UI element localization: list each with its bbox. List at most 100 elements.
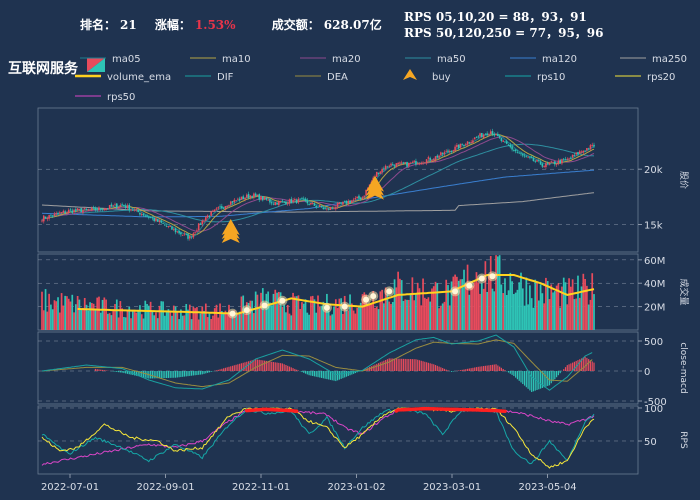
candle-body	[188, 236, 191, 239]
volume-bar	[219, 303, 221, 330]
volume-bar	[573, 299, 576, 330]
volume-bar	[513, 294, 515, 330]
volume-bar	[162, 301, 164, 330]
legend-label: rps10	[537, 72, 565, 83]
macd-bar	[208, 371, 210, 373]
macd-bar	[550, 371, 552, 384]
volume-bar	[62, 305, 65, 330]
macd-bar	[265, 360, 267, 371]
candle-body	[245, 194, 248, 198]
macd-bar	[285, 365, 287, 371]
volume-bar	[74, 304, 77, 330]
volume-bar	[245, 302, 248, 330]
macd-bar	[301, 371, 303, 373]
y-tick-label: 20k	[644, 165, 663, 176]
macd-bar	[94, 368, 97, 371]
candle-body	[436, 155, 439, 158]
macd-bar	[215, 370, 218, 371]
candle-body	[543, 166, 545, 167]
candle-body	[267, 199, 269, 201]
macd-bar	[98, 369, 100, 371]
candle-body	[313, 203, 316, 206]
candle-body	[532, 158, 535, 162]
legend-label: ma05	[112, 54, 141, 65]
volume-bar	[60, 293, 63, 330]
candle-body	[570, 157, 572, 159]
candle-body	[53, 213, 56, 216]
candle-body	[347, 200, 350, 204]
candle-body	[343, 200, 346, 202]
macd-bar	[326, 371, 328, 380]
macd-bar	[310, 371, 312, 376]
macd-bar	[280, 363, 282, 371]
rps-strong-marker	[503, 409, 507, 414]
macd-bar	[539, 371, 542, 389]
candle-body	[148, 216, 150, 218]
volume-bar	[407, 299, 410, 330]
candle-body	[149, 217, 152, 219]
volume-bar	[496, 256, 499, 330]
candle-body	[42, 215, 45, 222]
y-tick-label: -500	[644, 397, 667, 408]
candle-body	[265, 198, 268, 200]
macd-bar	[354, 371, 356, 374]
macd-bar	[158, 371, 161, 379]
macd-bar	[515, 371, 517, 378]
volume-bar	[334, 299, 337, 330]
macd-bar	[194, 371, 196, 376]
volume-bar	[217, 317, 220, 330]
candle-body	[324, 208, 326, 210]
y-axis-label: RPS	[678, 431, 688, 449]
volume-bar	[534, 279, 537, 330]
candle-body	[493, 134, 496, 136]
volume-bar	[333, 306, 335, 330]
macd-bar	[406, 358, 408, 371]
candle-body	[165, 225, 168, 227]
ma20-line	[41, 136, 595, 232]
macd-bar	[447, 370, 449, 371]
macd-bar	[117, 371, 120, 373]
candle-body	[76, 208, 79, 211]
volume-bar	[110, 315, 113, 330]
candle-body	[254, 193, 257, 196]
volume-bar	[577, 275, 579, 330]
macd-bar	[588, 359, 590, 371]
macd-bar	[591, 361, 593, 371]
legend-item-buy: buy	[403, 69, 451, 83]
volume-bar	[578, 297, 581, 330]
candle-body	[201, 220, 204, 225]
volume-bar	[568, 278, 570, 330]
volume-bar	[181, 315, 184, 330]
macd-bar	[379, 362, 381, 371]
volume-bar	[292, 292, 294, 330]
macd-bar	[287, 365, 289, 371]
macd-bar	[564, 367, 567, 371]
candle-body	[107, 208, 109, 210]
candle-body	[425, 159, 428, 164]
candle-body	[318, 205, 321, 207]
candle-body	[180, 232, 182, 235]
volume-bar	[564, 282, 567, 330]
candle-body	[498, 135, 501, 138]
candle-body	[342, 201, 344, 205]
volume-bar	[536, 283, 538, 330]
volume-ema-line	[77, 274, 595, 315]
candle-body	[41, 220, 43, 222]
volume-bar	[212, 315, 214, 330]
legend-label: ma20	[332, 54, 361, 65]
candle-body	[311, 202, 314, 204]
volume-bar	[301, 302, 303, 330]
macd-bar	[217, 369, 219, 371]
candle-body	[365, 190, 367, 196]
volume-bar	[297, 295, 300, 330]
candle-body	[520, 153, 522, 155]
candle-body	[124, 205, 127, 209]
macd-bar	[278, 362, 280, 371]
volume-bar	[591, 273, 594, 330]
volume-bar	[432, 286, 435, 330]
candle-body	[447, 150, 449, 152]
volume-bar	[358, 307, 360, 330]
macd-bar	[563, 369, 565, 371]
macd-bar	[395, 358, 397, 371]
